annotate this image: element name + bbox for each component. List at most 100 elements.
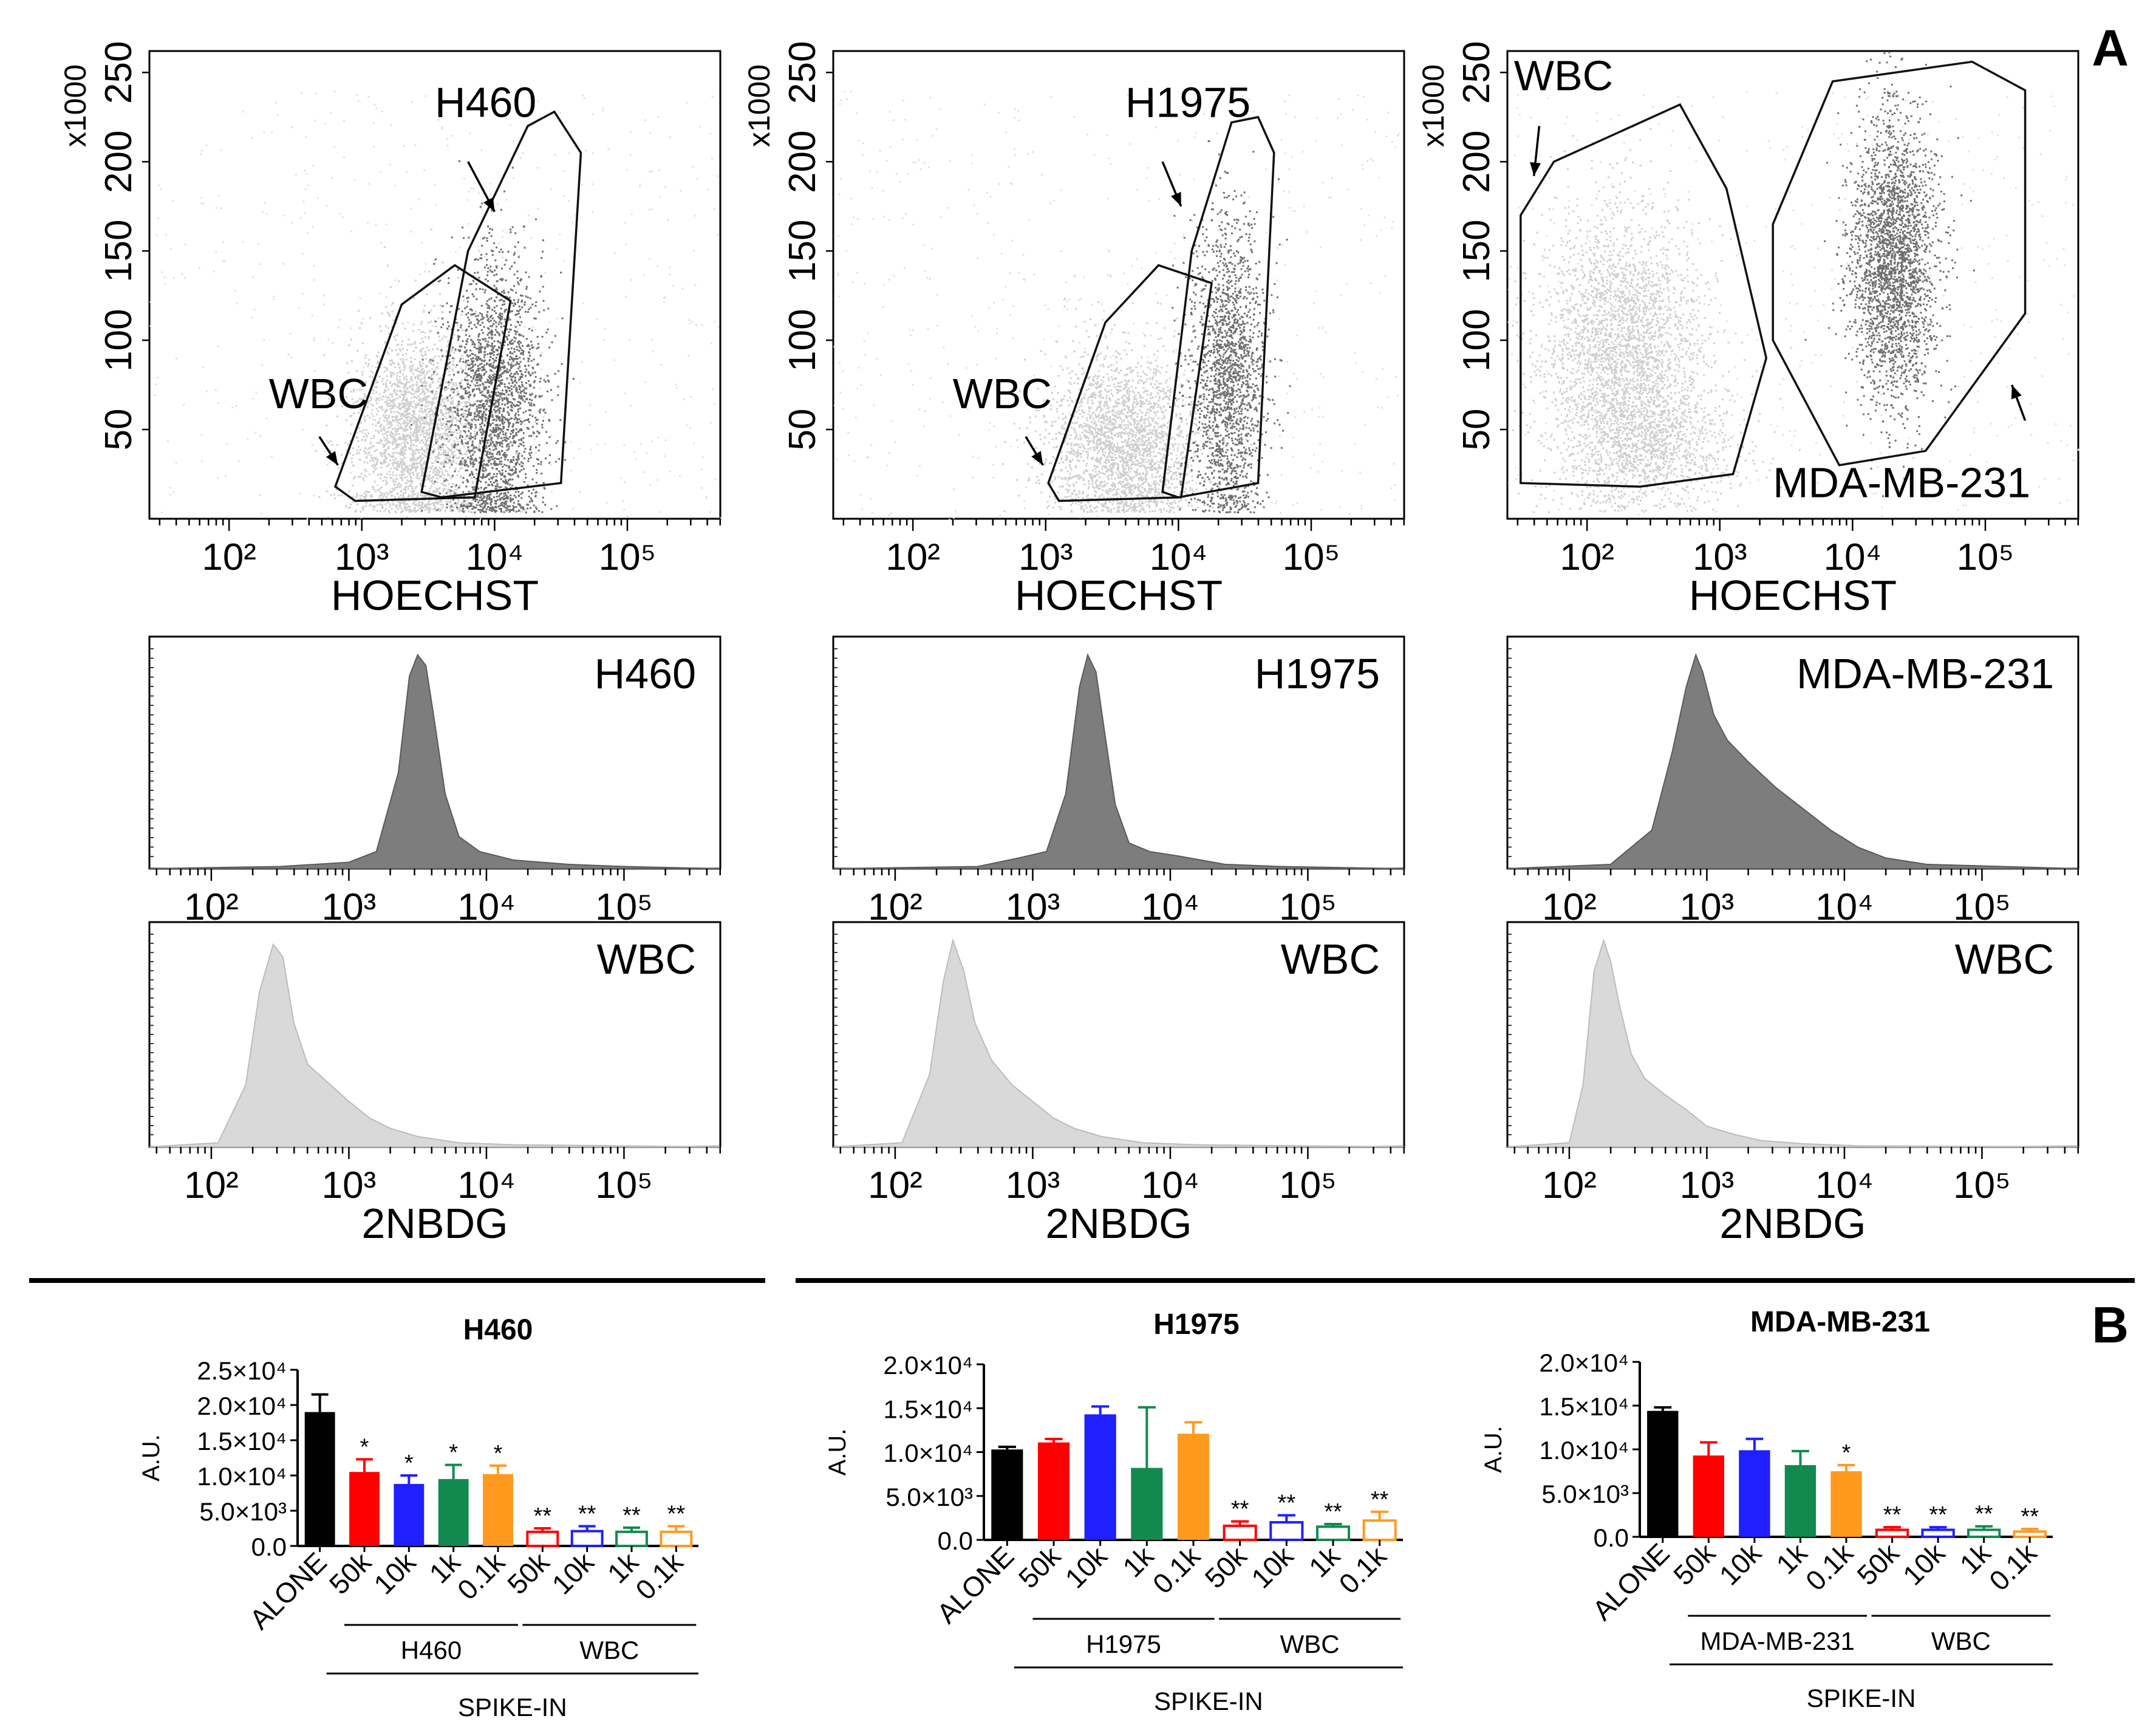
- event-dot: [468, 414, 471, 416]
- event-dot: [438, 453, 440, 456]
- event-dot: [492, 431, 494, 434]
- event-dot: [357, 440, 360, 442]
- event-dot: [452, 374, 455, 376]
- event-dot: [494, 405, 496, 407]
- event-dot: [486, 456, 489, 458]
- event-dot: [418, 427, 421, 429]
- event-dot: [391, 494, 394, 497]
- event-dot: [516, 277, 519, 279]
- event-dot: [392, 455, 395, 457]
- event-dot: [372, 470, 375, 473]
- event-dot: [482, 473, 485, 475]
- event-dot: [469, 362, 472, 364]
- event-dot: [358, 398, 361, 400]
- event-dot: [424, 392, 426, 394]
- event-dot: [200, 434, 203, 436]
- event-dot: [513, 472, 515, 474]
- event-dot: [355, 370, 358, 372]
- event-dot: [407, 508, 409, 511]
- event-dot: [488, 453, 491, 455]
- event-dot: [488, 484, 491, 487]
- event-dot: [479, 312, 482, 315]
- event-dot: [461, 453, 463, 456]
- event-dot: [383, 476, 386, 479]
- event-dot: [507, 250, 510, 253]
- event-dot: [395, 507, 398, 509]
- event-dot: [510, 499, 513, 501]
- event-dot: [519, 407, 522, 409]
- event-dot: [510, 434, 512, 436]
- event-dot: [384, 452, 386, 454]
- event-dot: [205, 390, 208, 392]
- event-dot: [469, 425, 472, 428]
- event-dot: [485, 386, 487, 388]
- event-dot: [384, 342, 386, 344]
- event-dot: [510, 378, 513, 380]
- event-dot: [470, 369, 472, 372]
- event-dot: [412, 406, 414, 408]
- event-dot: [528, 452, 531, 454]
- event-dot: [271, 456, 273, 458]
- event-dot: [462, 426, 465, 429]
- event-dot: [291, 126, 293, 128]
- event-dot: [478, 373, 480, 375]
- event-dot: [491, 348, 493, 350]
- event-dot: [451, 422, 453, 425]
- event-dot: [525, 398, 528, 400]
- event-dot: [500, 457, 502, 459]
- event-dot: [523, 457, 525, 460]
- event-dot: [489, 506, 491, 508]
- event-dot: [431, 479, 433, 482]
- event-dot: [403, 369, 405, 371]
- event-dot: [482, 439, 485, 442]
- event-dot: [434, 501, 437, 504]
- event-dot: [455, 388, 457, 390]
- event-dot: [403, 437, 406, 439]
- event-dot: [380, 467, 382, 469]
- event-dot: [527, 419, 530, 422]
- event-dot: [412, 439, 414, 442]
- event-dot: [426, 453, 429, 455]
- event-dot: [355, 510, 357, 512]
- event-dot: [452, 337, 454, 340]
- event-dot: [446, 437, 448, 440]
- event-dot: [474, 433, 476, 436]
- event-dot: [437, 502, 439, 505]
- event-dot: [499, 318, 502, 321]
- event-dot: [463, 429, 465, 432]
- event-dot: [522, 462, 524, 465]
- event-dot: [541, 426, 544, 429]
- event-dot: [349, 452, 351, 454]
- event-dot: [518, 439, 520, 441]
- event-dot: [502, 418, 504, 420]
- event-dot: [483, 434, 485, 437]
- event-dot: [467, 505, 469, 507]
- event-dot: [397, 364, 400, 366]
- event-dot: [427, 507, 429, 510]
- event-dot: [382, 378, 384, 380]
- event-dot: [442, 463, 445, 466]
- event-dot: [418, 462, 421, 465]
- event-dot: [277, 114, 279, 116]
- event-dot: [446, 138, 449, 140]
- event-dot: [369, 504, 372, 506]
- event-dot: [438, 429, 440, 431]
- event-dot: [429, 408, 432, 411]
- event-dot: [410, 357, 412, 359]
- event-dot: [415, 417, 417, 420]
- event-dot: [370, 397, 372, 400]
- event-dot: [396, 446, 398, 448]
- event-dot: [479, 389, 481, 392]
- event-dot: [483, 394, 485, 397]
- event-dot: [452, 346, 454, 349]
- event-dot: [477, 488, 480, 490]
- event-dot: [395, 393, 397, 395]
- event-dot: [372, 505, 374, 508]
- event-dot: [717, 234, 718, 236]
- event-dot: [393, 405, 395, 408]
- event-dot: [378, 420, 380, 423]
- event-dot: [517, 491, 520, 493]
- event-dot: [559, 233, 561, 236]
- event-dot: [403, 145, 405, 147]
- event-dot: [397, 508, 400, 510]
